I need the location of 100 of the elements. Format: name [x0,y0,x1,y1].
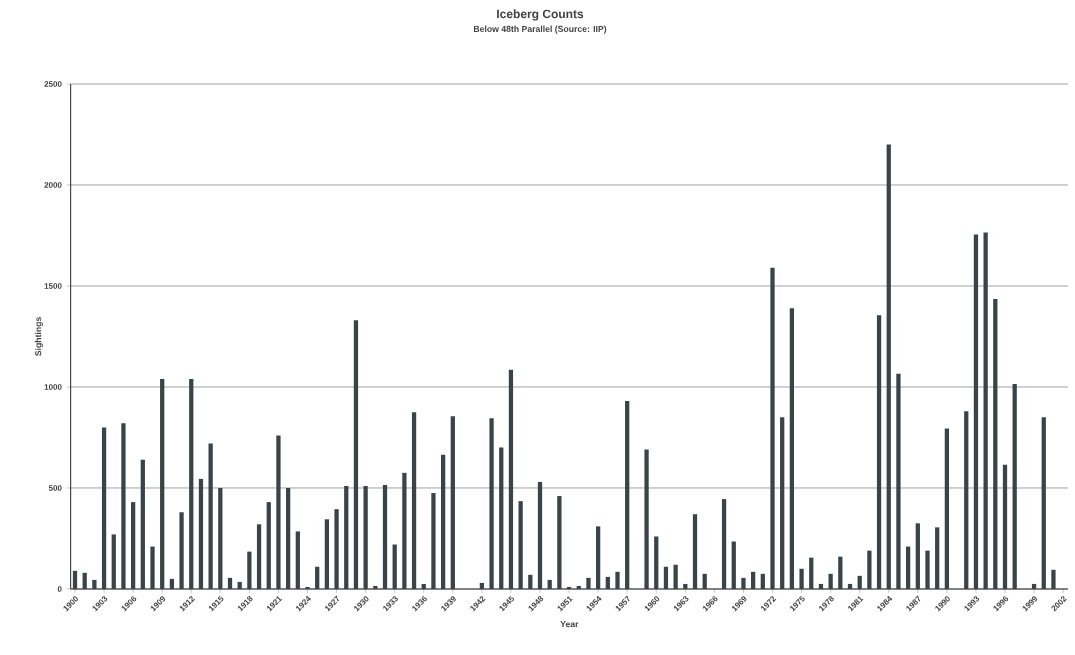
bar [644,449,649,589]
bar [615,571,620,589]
bar [121,423,126,589]
y-tick-label: 0 [57,586,62,592]
bar [479,582,485,589]
bar [528,574,533,589]
bar [867,550,872,589]
bar [160,378,165,589]
bar [295,531,300,589]
y-tick-label: 2000 [44,182,62,188]
y-tick-label: 500 [48,485,62,491]
bar [1051,569,1056,589]
bar [886,144,891,589]
bar [809,557,814,589]
bar [586,577,591,589]
bar [518,501,523,589]
bar [315,566,320,589]
bar [789,308,795,589]
bar [82,572,87,589]
bar [179,512,184,589]
y-tick-label: 2500 [44,81,62,87]
bar [654,536,659,589]
bar [760,573,765,589]
bar [547,579,552,589]
bar [799,568,804,589]
bar [373,585,378,589]
bar [247,551,252,589]
bar [683,583,688,589]
bar [421,583,426,589]
chart-title: Iceberg Counts [497,9,584,21]
bar [286,487,291,589]
bar [489,418,494,589]
bar [402,472,407,589]
bar [198,478,204,589]
bar [537,481,543,589]
bar [131,502,136,589]
bar [692,514,698,589]
bar [92,579,97,589]
bar [721,499,727,589]
bar [702,573,707,589]
bar [857,575,862,589]
bar [140,459,145,589]
bar [353,320,359,589]
bar [925,550,930,589]
bar [441,454,446,589]
bar [450,416,455,589]
bar [101,427,107,589]
bar [838,556,843,589]
bar [983,232,988,589]
bar [625,401,630,589]
bar [780,417,785,589]
bar [150,546,155,589]
bar [1002,464,1008,589]
bar [828,573,833,589]
bar [741,577,746,589]
bar [72,570,78,589]
bar [499,447,504,589]
bar [751,571,756,589]
bar [189,378,194,589]
bar [944,428,950,589]
bar [915,523,920,589]
bar [993,299,998,589]
bar [964,411,969,589]
bar [431,493,436,589]
bar [334,509,339,589]
bar [818,583,824,589]
bar [111,534,116,589]
bar [896,373,901,589]
bar [169,578,175,589]
bar [673,564,678,589]
bar [266,502,271,589]
y-tick-label: 1500 [44,283,62,289]
y-axis-title: Sightings [34,317,43,356]
bar [1041,417,1046,589]
bar [344,485,349,589]
bar [663,566,669,589]
bar [876,315,882,589]
bar [218,487,223,589]
bar [227,577,233,589]
y-tick-label: 1000 [44,384,62,390]
bar [256,524,262,589]
bar [770,267,775,589]
bar [596,526,601,589]
x-axis-title: Year [560,621,579,628]
bar [208,443,213,589]
bar [411,412,417,589]
bar [324,519,330,589]
bar [276,435,281,589]
bar [847,583,853,589]
bar [1012,383,1017,589]
bar [605,576,610,589]
bar [508,369,514,589]
bar [576,585,581,589]
bar [392,544,397,589]
bar [935,527,940,589]
bar [557,496,562,589]
bar [906,546,911,589]
bar [731,541,736,589]
bar [237,581,242,589]
bar [1031,583,1037,589]
